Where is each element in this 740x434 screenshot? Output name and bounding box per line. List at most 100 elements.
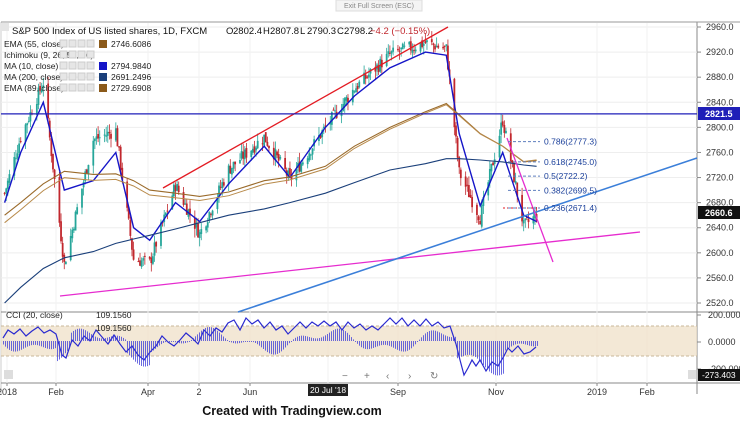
scroll-left-icon[interactable]: ‹ — [386, 371, 389, 382]
candle-body — [388, 52, 391, 54]
candle-body — [422, 43, 425, 46]
candle-body — [131, 238, 133, 250]
candle-body — [219, 186, 222, 188]
cci-bar — [225, 338, 226, 341]
blue-trendline[interactable] — [237, 157, 698, 313]
cci-bar — [421, 337, 422, 341]
candle-body — [261, 143, 264, 145]
cci-bar — [493, 341, 494, 375]
cci-bar — [341, 328, 342, 341]
indicator-control-icon[interactable] — [59, 50, 68, 59]
cci-bar — [277, 341, 278, 354]
cci-label: CCI (20, close) — [6, 310, 63, 320]
indicator-control-icon[interactable] — [86, 50, 95, 59]
exit-fullscreen-button[interactable] — [335, 0, 423, 12]
candle-body — [256, 140, 259, 149]
indicator-legend-label: MA (10, close) — [4, 61, 58, 71]
indicator-control-icon[interactable] — [86, 61, 95, 70]
candle-body — [16, 153, 19, 159]
cci-bar — [227, 340, 228, 341]
indicator-control-icon[interactable] — [86, 83, 95, 92]
cci-bar — [449, 336, 450, 341]
indicator-control-icon[interactable] — [68, 39, 77, 48]
indicator-control-icon[interactable] — [77, 72, 86, 81]
candle-body — [409, 41, 412, 51]
candle-body — [76, 207, 79, 214]
candle-body — [411, 50, 414, 53]
cci-bar — [455, 336, 456, 341]
y-tick-label: 2840.0 — [706, 97, 734, 107]
scroll-right-icon[interactable]: › — [408, 371, 411, 382]
cci-bar — [117, 335, 118, 341]
candle-body — [132, 249, 135, 260]
scroll-to-end-icon[interactable] — [688, 370, 696, 379]
cci-bar — [515, 341, 516, 345]
candle-body — [174, 185, 177, 192]
cci-bar — [257, 341, 258, 345]
scroll-to-start-icon[interactable] — [4, 370, 13, 379]
cci-bar — [209, 327, 210, 341]
ohlc-key: L — [300, 26, 305, 37]
cci-bar — [405, 341, 406, 352]
indicator-control-icon[interactable] — [59, 61, 68, 70]
candle-body — [97, 133, 100, 139]
reset-chart-icon[interactable]: ↻ — [430, 371, 438, 382]
cci-bar — [275, 341, 276, 355]
indicator-control-icon[interactable] — [59, 83, 68, 92]
collapse-legend-icon[interactable] — [1, 23, 9, 31]
cci-bar — [335, 329, 336, 341]
candle-body — [368, 74, 370, 78]
candle-body — [19, 141, 22, 143]
cci-bar — [315, 338, 316, 341]
indicator-control-icon[interactable] — [77, 50, 86, 59]
cci-bar — [339, 328, 340, 341]
candle-body — [42, 85, 45, 89]
fibonacci-retracement[interactable]: 0.786(2777.3) 0.618(2745.0) 0.5(2722.2) 0.3… — [508, 137, 597, 213]
cci-bar — [303, 335, 304, 341]
red-trendline[interactable] — [162, 26, 449, 189]
cci-bar — [69, 341, 70, 349]
candle-body — [526, 217, 528, 219]
cci-bar — [439, 332, 440, 341]
magenta-trendline[interactable] — [59, 231, 641, 297]
cci-bar — [83, 329, 84, 341]
cci-bar — [147, 341, 148, 367]
indicator-control-icon[interactable] — [68, 50, 77, 59]
cci-bar — [343, 329, 344, 341]
cci-bar — [297, 336, 298, 341]
cci-bar — [509, 341, 510, 348]
indicator-control-icon[interactable] — [86, 72, 95, 81]
cci-bar — [435, 330, 436, 341]
cci-bar — [259, 341, 260, 346]
cci-bar — [75, 329, 76, 341]
fib-level-label: 0.786(2777.3) — [544, 137, 597, 147]
candle-body — [24, 124, 27, 143]
indicator-control-icon[interactable] — [77, 61, 86, 70]
indicator-control-icon[interactable] — [59, 72, 68, 81]
cci-bar — [105, 338, 106, 341]
drawing-overlays[interactable] — [1, 26, 698, 313]
candle-body — [243, 149, 246, 160]
magenta-down-trendline[interactable] — [506, 137, 554, 263]
ohlc-value: 2802.4 — [233, 26, 262, 37]
indicator-control-icon[interactable] — [68, 61, 77, 70]
indicator-control-icon[interactable] — [77, 83, 86, 92]
cci-bar — [429, 331, 430, 341]
cci-bar — [273, 341, 274, 355]
indicator-control-icon[interactable] — [68, 72, 77, 81]
cci-bar — [461, 341, 462, 357]
cci-bar — [261, 341, 262, 348]
candle-body — [232, 161, 235, 169]
candle-body — [300, 163, 303, 172]
indicator-control-icon[interactable] — [86, 39, 95, 48]
indicator-control-icon[interactable] — [77, 39, 86, 48]
zoom-out-icon[interactable]: − — [342, 371, 348, 382]
candle-body — [176, 183, 179, 191]
cci-bar — [311, 337, 312, 341]
indicator-control-icon[interactable] — [68, 83, 77, 92]
indicator-control-icon[interactable] — [59, 39, 68, 48]
cci-bar — [535, 341, 536, 347]
zoom-in-icon[interactable]: + — [364, 371, 370, 382]
candle-body — [343, 98, 346, 106]
